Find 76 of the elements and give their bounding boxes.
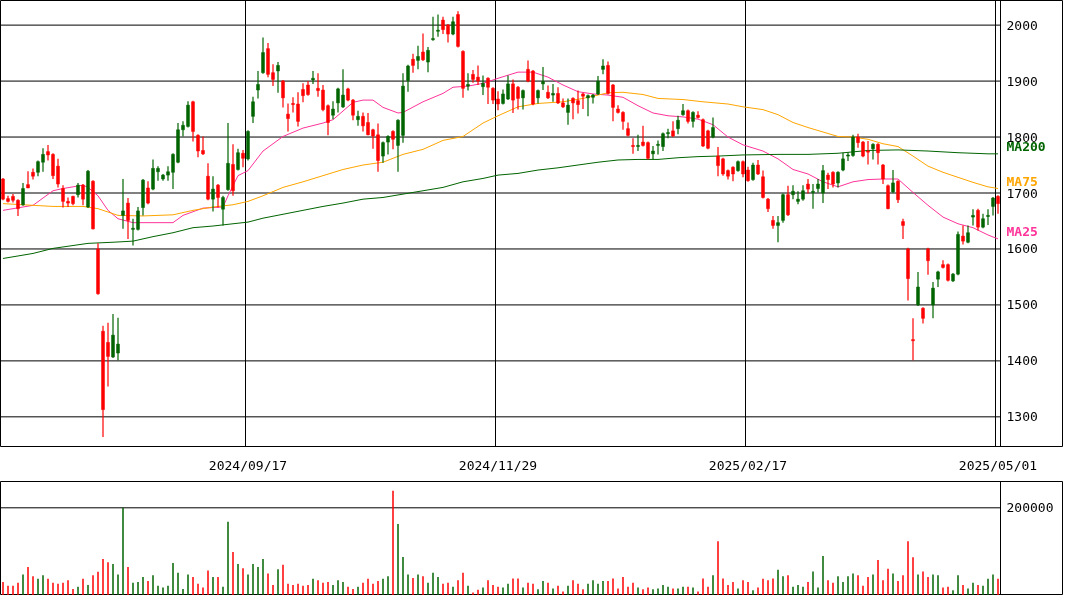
candlestick xyxy=(681,103,685,117)
candlestick xyxy=(276,61,280,94)
candlestick xyxy=(436,13,440,38)
candlestick xyxy=(211,175,215,213)
candlestick xyxy=(976,208,980,232)
candlestick xyxy=(986,208,990,226)
candlestick xyxy=(601,58,605,75)
candlestick xyxy=(256,70,260,100)
candlestick xyxy=(551,83,555,103)
candlestick xyxy=(791,184,795,200)
candlestick xyxy=(31,167,35,181)
candlestick xyxy=(261,36,265,75)
candlestick xyxy=(996,194,1000,215)
candlestick xyxy=(776,215,780,243)
candlestick xyxy=(481,74,485,96)
candlestick xyxy=(411,53,415,74)
candlestick xyxy=(926,247,930,276)
candlestick xyxy=(631,137,635,155)
candlestick xyxy=(281,79,285,108)
y-tick-label: 1600 xyxy=(1006,241,1038,257)
candlestick xyxy=(221,195,225,227)
line-series xyxy=(2,71,999,240)
candlestick xyxy=(896,179,900,204)
y-tick-label: 1900 xyxy=(1006,73,1038,89)
candlestick xyxy=(391,129,395,150)
candlestick xyxy=(811,183,815,210)
candlestick xyxy=(971,208,975,227)
x-tick-label: 2024/11/29 xyxy=(458,457,538,473)
candlestick xyxy=(126,197,130,240)
candlestick xyxy=(486,76,490,105)
candlestick xyxy=(416,45,420,70)
candlestick xyxy=(786,185,790,217)
candlestick xyxy=(636,134,640,152)
candlestick xyxy=(671,120,675,138)
candlestick xyxy=(581,92,585,110)
candlestick xyxy=(676,115,680,135)
candlestick xyxy=(406,64,410,93)
y-tick-label: 1400 xyxy=(1006,353,1038,369)
candlestick xyxy=(356,110,360,127)
candlestick xyxy=(121,178,125,230)
candlestick xyxy=(961,224,965,246)
y-tick-label: 200000 xyxy=(1006,500,1054,516)
candlestick xyxy=(311,70,315,85)
candlestick xyxy=(426,46,430,73)
candlestick xyxy=(901,218,905,240)
x-tick-label: 2025/02/17 xyxy=(708,457,788,473)
y-tick-label: 1500 xyxy=(1006,297,1038,313)
candlestick xyxy=(236,148,240,172)
candlestick xyxy=(216,183,220,209)
series-label: MA25 xyxy=(1006,223,1038,239)
candlestick xyxy=(696,110,700,120)
candlestick xyxy=(466,72,470,92)
candlestick xyxy=(521,88,525,111)
candlestick xyxy=(331,100,335,120)
candlestick xyxy=(761,170,765,200)
candlestick xyxy=(566,97,570,126)
candlestick xyxy=(21,182,25,207)
candlestick xyxy=(771,215,775,230)
candlestick xyxy=(251,96,255,124)
candlestick xyxy=(931,281,935,319)
y-tick-label: 1300 xyxy=(1006,409,1038,425)
x-tick-label: 2025/05/01 xyxy=(958,457,1038,473)
candlestick xyxy=(876,142,880,166)
candlestick xyxy=(916,271,920,307)
x-tick-label: 2024/09/17 xyxy=(208,457,288,473)
candlestick xyxy=(421,32,425,62)
candlestick xyxy=(911,317,915,361)
y-tick-label: 2000 xyxy=(1006,17,1038,33)
candlestick xyxy=(806,178,810,195)
candlestick xyxy=(541,66,545,91)
candlestick xyxy=(431,16,435,42)
candlestick xyxy=(206,162,210,201)
candlestick xyxy=(26,170,30,189)
candlestick xyxy=(81,183,85,206)
candlestick xyxy=(241,149,245,168)
candlestick xyxy=(286,102,290,133)
